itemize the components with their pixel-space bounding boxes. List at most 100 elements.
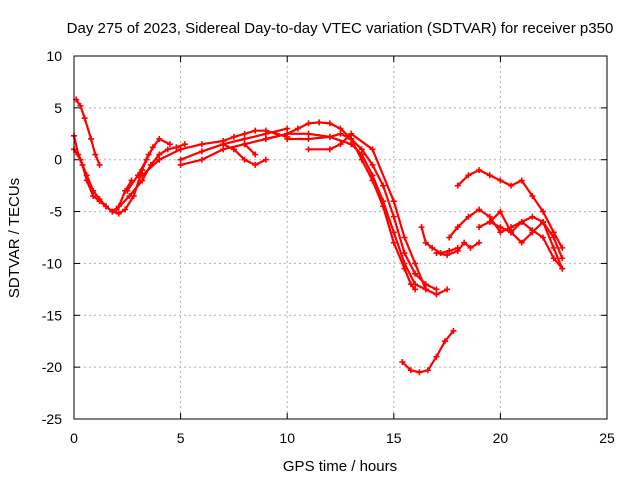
series-line bbox=[243, 121, 417, 291]
data-point bbox=[337, 125, 344, 132]
data-point bbox=[454, 224, 461, 231]
data-point bbox=[407, 367, 414, 374]
series-20 bbox=[433, 239, 483, 259]
data-point bbox=[454, 247, 461, 254]
data-point bbox=[96, 161, 103, 168]
data-point bbox=[550, 229, 557, 236]
data-point bbox=[433, 353, 440, 360]
data-point bbox=[390, 213, 397, 220]
data-point bbox=[143, 156, 150, 163]
data-point bbox=[518, 239, 525, 246]
data-point bbox=[401, 260, 408, 267]
x-tick-label: 25 bbox=[599, 430, 615, 446]
data-point bbox=[316, 119, 323, 126]
data-point bbox=[476, 224, 483, 231]
data-point bbox=[198, 141, 205, 148]
data-point bbox=[529, 229, 536, 236]
data-point bbox=[230, 133, 237, 140]
data-point bbox=[284, 130, 291, 137]
grid-lines bbox=[74, 56, 607, 419]
data-point bbox=[529, 193, 536, 200]
data-point bbox=[559, 265, 566, 272]
data-point bbox=[177, 146, 184, 153]
data-point bbox=[390, 229, 397, 236]
series-9 bbox=[220, 141, 269, 168]
data-point bbox=[559, 255, 566, 262]
data-point bbox=[241, 156, 248, 163]
series-17 bbox=[454, 167, 566, 251]
data-series bbox=[71, 96, 566, 376]
data-point bbox=[241, 141, 248, 148]
data-point bbox=[305, 120, 312, 127]
data-point bbox=[164, 146, 171, 153]
series-3 bbox=[73, 96, 103, 168]
data-point bbox=[399, 358, 406, 365]
data-point bbox=[262, 130, 269, 137]
data-point bbox=[139, 172, 146, 179]
data-point bbox=[476, 167, 483, 174]
series-15 bbox=[399, 327, 457, 376]
data-point bbox=[305, 135, 312, 142]
chart-title: Day 275 of 2023, Sidereal Day-to-day VTE… bbox=[67, 20, 614, 37]
data-point bbox=[467, 244, 474, 251]
data-point bbox=[262, 135, 269, 142]
data-point bbox=[326, 120, 333, 127]
data-point bbox=[337, 141, 344, 148]
data-point bbox=[497, 224, 504, 231]
data-point bbox=[550, 255, 557, 262]
series-13 bbox=[305, 130, 451, 298]
series-line bbox=[488, 210, 564, 270]
data-point bbox=[156, 151, 163, 158]
data-point bbox=[465, 172, 472, 179]
data-point bbox=[529, 213, 536, 220]
y-tick-label: 10 bbox=[46, 48, 62, 64]
data-point bbox=[518, 177, 525, 184]
series-10 bbox=[241, 119, 419, 293]
y-tick-label: -25 bbox=[42, 411, 62, 427]
data-point bbox=[326, 146, 333, 153]
data-point bbox=[369, 146, 376, 153]
series-line bbox=[264, 132, 427, 291]
y-tick-label: -20 bbox=[42, 359, 62, 375]
data-point bbox=[348, 135, 355, 142]
data-point bbox=[252, 151, 259, 158]
data-point bbox=[284, 125, 291, 132]
data-point bbox=[497, 208, 504, 215]
data-point bbox=[540, 208, 547, 215]
data-point bbox=[412, 286, 419, 293]
series-19 bbox=[486, 208, 566, 272]
data-point bbox=[476, 206, 483, 213]
data-point bbox=[83, 177, 90, 184]
data-point bbox=[262, 156, 269, 163]
data-point bbox=[450, 327, 457, 334]
data-point bbox=[77, 102, 84, 109]
data-point bbox=[115, 210, 122, 217]
data-point bbox=[230, 146, 237, 153]
data-point bbox=[326, 133, 333, 140]
data-point bbox=[294, 125, 301, 132]
data-point bbox=[284, 135, 291, 142]
data-point bbox=[92, 151, 99, 158]
data-point bbox=[422, 239, 429, 246]
data-point bbox=[358, 146, 365, 153]
data-point bbox=[433, 286, 440, 293]
series-line bbox=[126, 137, 171, 192]
x-tick-label: 20 bbox=[493, 430, 509, 446]
series-2 bbox=[71, 132, 135, 215]
series-12 bbox=[284, 130, 440, 293]
data-point bbox=[380, 198, 387, 205]
data-point bbox=[305, 130, 312, 137]
data-point bbox=[139, 177, 146, 184]
data-point bbox=[252, 127, 259, 134]
data-point bbox=[550, 234, 557, 241]
data-point bbox=[177, 161, 184, 168]
data-point bbox=[486, 172, 493, 179]
y-tick-label: -5 bbox=[50, 204, 63, 220]
data-point bbox=[122, 206, 129, 213]
data-point bbox=[508, 229, 515, 236]
data-point bbox=[348, 141, 355, 148]
data-point bbox=[358, 151, 365, 158]
data-point bbox=[429, 244, 436, 251]
data-point bbox=[126, 193, 133, 200]
data-point bbox=[497, 177, 504, 184]
